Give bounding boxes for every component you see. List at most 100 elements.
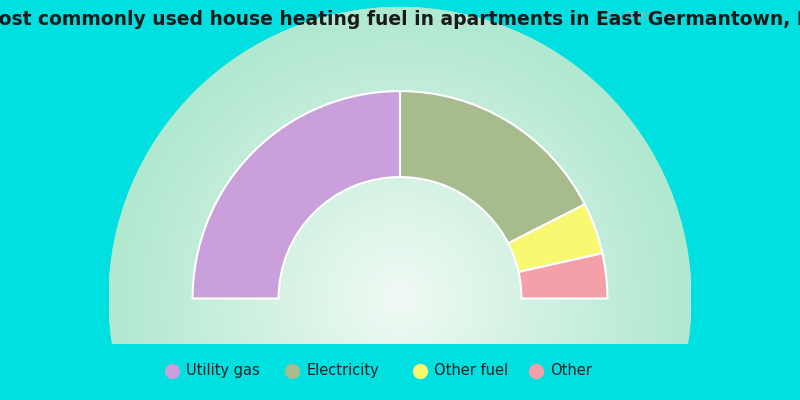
Circle shape [269, 168, 531, 400]
Circle shape [320, 218, 480, 378]
Circle shape [309, 208, 491, 389]
Circle shape [211, 109, 589, 400]
Circle shape [360, 258, 440, 338]
Circle shape [236, 135, 564, 400]
Circle shape [386, 284, 414, 313]
Circle shape [327, 226, 473, 371]
Circle shape [316, 215, 484, 382]
Circle shape [371, 269, 429, 328]
Circle shape [164, 62, 636, 400]
Circle shape [182, 80, 618, 400]
Circle shape [280, 178, 520, 400]
Circle shape [302, 200, 498, 397]
Circle shape [146, 44, 654, 400]
Circle shape [186, 84, 614, 400]
Circle shape [287, 186, 513, 400]
Text: Other fuel: Other fuel [434, 363, 509, 378]
Circle shape [207, 106, 593, 400]
Circle shape [338, 237, 462, 360]
Circle shape [229, 128, 571, 400]
Circle shape [138, 37, 662, 400]
Circle shape [353, 251, 447, 346]
Circle shape [186, 84, 614, 400]
Circle shape [254, 153, 546, 400]
Circle shape [313, 211, 487, 386]
Circle shape [134, 33, 666, 400]
Circle shape [240, 138, 560, 400]
Wedge shape [518, 253, 607, 298]
Circle shape [320, 218, 480, 378]
Circle shape [393, 291, 407, 306]
Text: Other: Other [550, 363, 592, 378]
Circle shape [287, 186, 513, 400]
Circle shape [389, 288, 411, 309]
Circle shape [276, 175, 524, 400]
Circle shape [273, 171, 527, 400]
Circle shape [174, 73, 626, 400]
Circle shape [193, 91, 607, 400]
Circle shape [382, 280, 418, 317]
Circle shape [116, 15, 684, 400]
Circle shape [178, 77, 622, 400]
Circle shape [127, 26, 673, 400]
Circle shape [244, 142, 556, 400]
Circle shape [204, 102, 596, 400]
Circle shape [389, 288, 411, 309]
Circle shape [142, 40, 658, 400]
Circle shape [367, 266, 433, 331]
Circle shape [251, 149, 549, 400]
Circle shape [226, 124, 574, 400]
Circle shape [251, 149, 549, 400]
Circle shape [294, 193, 506, 400]
Circle shape [211, 109, 589, 400]
Circle shape [360, 258, 440, 338]
Circle shape [164, 62, 636, 400]
Circle shape [374, 273, 426, 324]
Circle shape [131, 30, 669, 400]
Circle shape [302, 200, 498, 397]
Circle shape [149, 48, 651, 400]
Text: Electricity: Electricity [306, 363, 379, 378]
Circle shape [196, 95, 604, 400]
Circle shape [142, 40, 658, 400]
Circle shape [291, 189, 509, 400]
Circle shape [342, 240, 458, 357]
Circle shape [364, 262, 436, 335]
Circle shape [200, 98, 600, 400]
Circle shape [171, 70, 629, 400]
Circle shape [156, 55, 644, 400]
Wedge shape [193, 91, 400, 298]
Circle shape [124, 22, 676, 400]
Circle shape [153, 51, 647, 400]
Circle shape [189, 88, 611, 400]
Circle shape [356, 255, 444, 342]
Circle shape [233, 131, 567, 400]
Circle shape [364, 262, 436, 335]
Circle shape [306, 204, 494, 393]
Circle shape [298, 197, 502, 400]
Circle shape [254, 153, 546, 400]
Wedge shape [508, 204, 602, 272]
Circle shape [222, 120, 578, 400]
Circle shape [266, 164, 534, 400]
Circle shape [378, 277, 422, 320]
Circle shape [207, 106, 593, 400]
Circle shape [382, 280, 418, 317]
Circle shape [334, 233, 466, 364]
Circle shape [113, 11, 687, 400]
Circle shape [327, 226, 473, 371]
Circle shape [346, 244, 454, 353]
Circle shape [171, 70, 629, 400]
Circle shape [331, 229, 469, 368]
Circle shape [309, 208, 491, 389]
Circle shape [291, 189, 509, 400]
Circle shape [342, 240, 458, 357]
Circle shape [386, 284, 414, 313]
Wedge shape [400, 91, 585, 243]
Circle shape [153, 51, 647, 400]
Circle shape [160, 58, 640, 400]
Circle shape [338, 237, 462, 360]
Circle shape [346, 244, 454, 353]
Circle shape [146, 44, 654, 400]
Circle shape [189, 88, 611, 400]
